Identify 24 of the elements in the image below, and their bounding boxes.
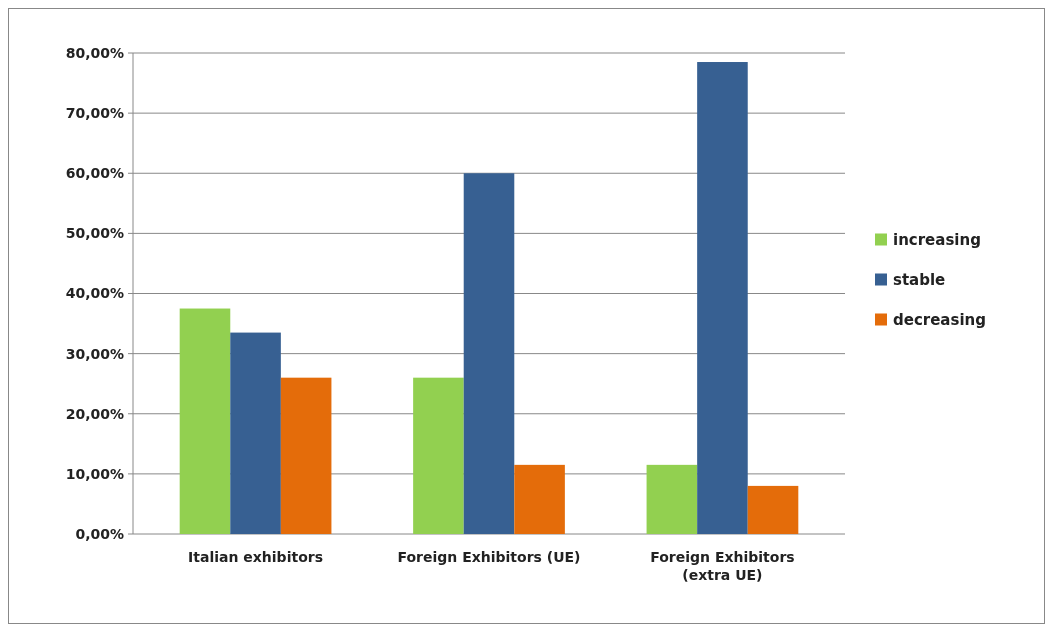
bar [463, 173, 515, 534]
bar [230, 332, 281, 534]
y-tick-label: 20,00% [65, 405, 124, 422]
x-tick-label: Italian exhibitors [188, 549, 324, 565]
y-tick-label: 60,00% [65, 165, 124, 182]
bar [697, 62, 748, 534]
y-tick-label: 70,00% [65, 105, 124, 122]
bar [280, 377, 332, 534]
y-tick-label: 0,00% [75, 525, 124, 542]
legend-label: stable [893, 270, 946, 289]
y-tick-label: 30,00% [65, 345, 124, 362]
bar [514, 464, 565, 534]
bar [179, 308, 231, 534]
bar [646, 464, 698, 534]
legend-label: increasing [893, 230, 981, 249]
y-tick-label: 10,00% [65, 465, 124, 482]
y-tick-label: 50,00% [65, 225, 124, 242]
x-tick-label: Foreign Exhibitors (UE) [397, 549, 581, 565]
x-tick-label: Foreign Exhibitors (extra UE) [650, 549, 795, 583]
y-tick-label: 40,00% [65, 285, 124, 302]
bar [413, 377, 464, 534]
legend-label: decreasing [893, 310, 986, 329]
bar [747, 485, 799, 534]
y-tick-label: 80,00% [65, 44, 124, 61]
